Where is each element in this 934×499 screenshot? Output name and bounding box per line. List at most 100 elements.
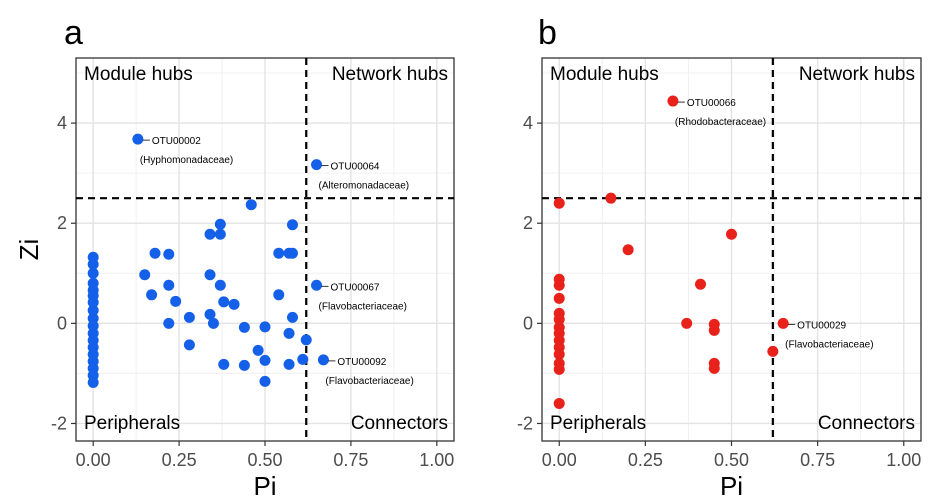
data-point	[259, 321, 271, 333]
x-tick-label: 1.00	[419, 450, 454, 470]
x-tick-label: 0.50	[247, 450, 282, 470]
data-point	[286, 219, 298, 231]
data-point	[149, 247, 161, 259]
data-point	[273, 289, 285, 301]
data-point	[553, 279, 565, 291]
data-point	[204, 228, 216, 240]
y-tick-label: 4	[523, 113, 533, 133]
data-point	[238, 321, 250, 333]
data-point	[163, 248, 175, 260]
data-point	[214, 218, 226, 230]
data-point	[283, 327, 295, 339]
data-point	[183, 311, 195, 323]
data-point	[726, 228, 737, 240]
data-point	[204, 308, 216, 320]
data-point	[214, 279, 226, 291]
data-point	[767, 345, 779, 357]
data-point	[553, 197, 565, 209]
data-point	[183, 339, 195, 351]
annotation-taxon: (Flavobacteriaceae)	[325, 376, 413, 387]
data-point	[553, 363, 565, 375]
data-point	[311, 279, 323, 291]
data-point	[273, 247, 285, 259]
data-point	[139, 269, 151, 281]
data-point	[553, 292, 565, 304]
annotation-taxon: (Flavobacteriaceae)	[785, 339, 873, 350]
x-tick-label: 0.25	[628, 450, 663, 470]
y-tick-label: -2	[517, 413, 533, 433]
data-point	[286, 311, 298, 323]
y-tick-label: 4	[57, 113, 67, 133]
quadrant-label-connectors: Connectors	[818, 413, 915, 434]
quadrant-label-connectors: Connectors	[351, 413, 448, 434]
annotation-taxon: (Hyphomonadaceae)	[140, 155, 233, 166]
x-tick-label: 1.00	[886, 450, 921, 470]
x-tick-label: 0.50	[714, 450, 749, 470]
x-axis-title: Pi	[720, 471, 743, 499]
quadrant-label-module-hubs: Module hubs	[550, 64, 659, 85]
data-point	[170, 295, 182, 307]
y-tick-label: 0	[57, 313, 67, 333]
data-point	[87, 267, 99, 279]
data-point	[218, 358, 230, 370]
data-point	[311, 159, 323, 171]
data-point	[214, 228, 226, 240]
annotation-otu-id: OTU00064	[331, 162, 380, 173]
data-point	[259, 354, 271, 366]
quadrant-label-peripherals: Peripherals	[84, 413, 180, 434]
data-point	[283, 358, 295, 370]
annotation-otu-id: OTU00066	[687, 98, 736, 109]
data-point	[694, 278, 706, 290]
data-point	[553, 397, 565, 409]
data-point	[681, 317, 693, 329]
x-tick-label: 0.75	[333, 450, 368, 470]
panel-label: b	[538, 14, 557, 52]
data-point	[146, 289, 158, 301]
data-point	[708, 324, 720, 336]
x-tick-label: 0.00	[76, 450, 111, 470]
annotation-otu-id: OTU00092	[337, 357, 386, 368]
annotation-taxon: (Rhodobacteraceae)	[675, 117, 766, 128]
data-point	[300, 334, 312, 346]
data-point	[667, 95, 679, 107]
data-point	[87, 304, 99, 316]
quadrant-label-network-hubs: Network hubs	[799, 64, 915, 85]
data-point	[317, 354, 329, 366]
quadrant-label-module-hubs: Module hubs	[84, 64, 193, 85]
panel-label: a	[64, 14, 83, 52]
data-point	[207, 317, 219, 329]
data-point	[87, 376, 99, 388]
x-tick-label: 0.00	[542, 450, 577, 470]
x-tick-label: 0.25	[162, 450, 197, 470]
data-point	[87, 296, 99, 308]
y-tick-label: 0	[523, 313, 533, 333]
data-point	[286, 247, 298, 259]
data-point	[553, 313, 565, 325]
data-point	[553, 348, 565, 360]
quadrant-label-peripherals: Peripherals	[550, 413, 646, 434]
data-point	[297, 353, 309, 365]
annotation-otu-id: OTU00002	[152, 136, 201, 147]
data-point	[163, 317, 175, 329]
panel-b: b 0.00 0.25 0.50 0.75 1.00 -2 0 2 4 Pi Module hubs N…	[517, 14, 922, 499]
quadrant-label-network-hubs: Network hubs	[332, 64, 448, 85]
data-point	[777, 317, 789, 329]
panel-a: a 0.00 0.25 0.50 0.75 1.00 -2 0 2 4 Pi Zi Module hub…	[14, 14, 455, 499]
data-point	[228, 298, 240, 310]
data-point	[622, 244, 634, 256]
data-point	[132, 133, 144, 145]
x-axis-title: Pi	[253, 471, 276, 499]
y-tick-label: 2	[523, 213, 533, 233]
data-point	[87, 258, 99, 270]
annotation-taxon: (Flavobacteriaceae)	[319, 301, 407, 312]
annotation-otu-id: OTU00029	[797, 320, 846, 331]
annotation-otu-id: OTU00067	[331, 282, 380, 293]
data-point	[252, 344, 264, 356]
x-tick-label: 0.75	[800, 450, 835, 470]
data-point	[259, 375, 271, 387]
data-point	[204, 269, 216, 281]
y-tick-label: -2	[51, 413, 67, 433]
data-point	[708, 362, 720, 374]
data-point	[605, 192, 617, 204]
